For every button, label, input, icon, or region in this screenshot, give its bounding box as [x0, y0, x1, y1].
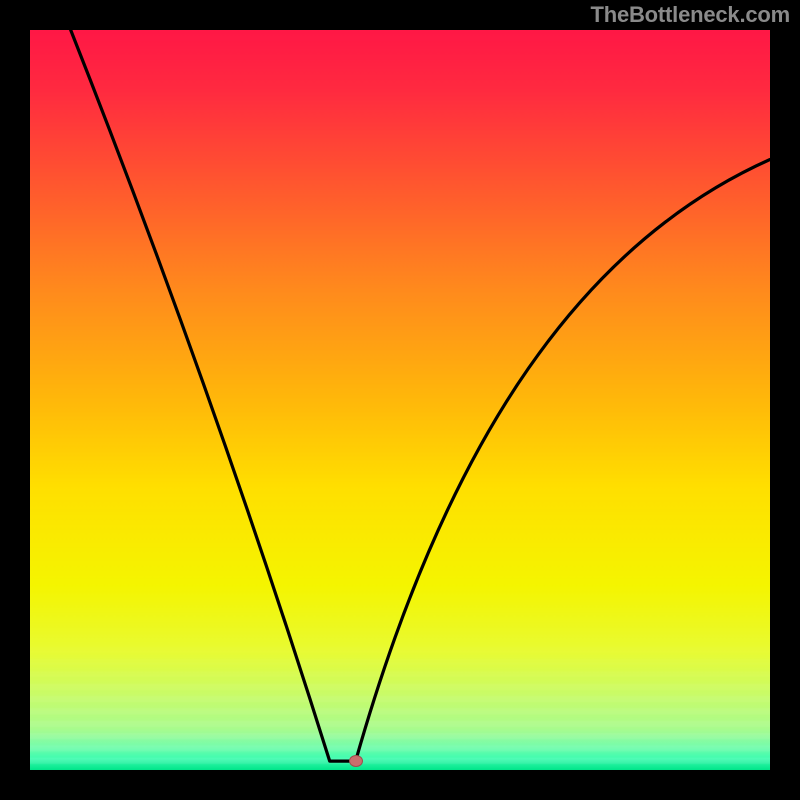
plot-area — [30, 30, 770, 770]
bottleneck-curve-path — [71, 30, 770, 761]
watermark-text: TheBottleneck.com — [590, 2, 790, 28]
bottleneck-curve — [30, 30, 770, 770]
bottleneck-chart-container: TheBottleneck.com — [0, 0, 800, 800]
optimal-point-marker — [349, 755, 363, 767]
